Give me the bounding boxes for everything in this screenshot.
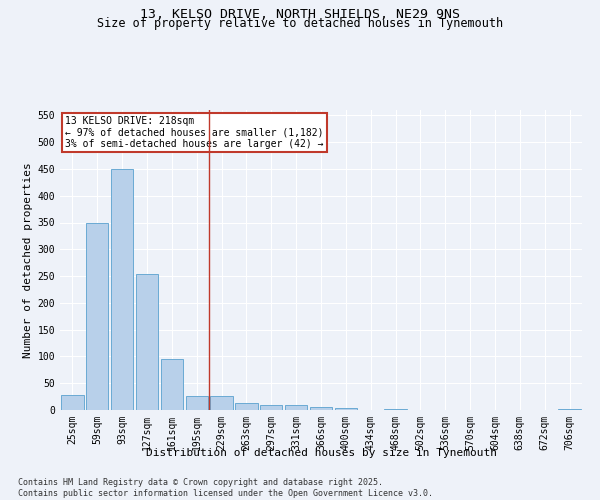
Text: 13, KELSO DRIVE, NORTH SHIELDS, NE29 9NS: 13, KELSO DRIVE, NORTH SHIELDS, NE29 9NS — [140, 8, 460, 20]
Bar — [161, 359, 183, 410]
Bar — [111, 169, 133, 410]
Text: 13 KELSO DRIVE: 218sqm
← 97% of detached houses are smaller (1,182)
3% of semi-d: 13 KELSO DRIVE: 218sqm ← 97% of detached… — [65, 116, 324, 149]
Bar — [211, 396, 233, 410]
Text: Distribution of detached houses by size in Tynemouth: Distribution of detached houses by size … — [146, 448, 497, 458]
Bar — [335, 408, 357, 410]
Text: Contains HM Land Registry data © Crown copyright and database right 2025.
Contai: Contains HM Land Registry data © Crown c… — [18, 478, 433, 498]
Bar — [260, 404, 283, 410]
Bar — [559, 409, 581, 410]
Text: Size of property relative to detached houses in Tynemouth: Size of property relative to detached ho… — [97, 18, 503, 30]
Bar — [86, 222, 109, 410]
Y-axis label: Number of detached properties: Number of detached properties — [23, 162, 34, 358]
Bar — [310, 408, 332, 410]
Bar — [235, 402, 257, 410]
Bar — [185, 396, 208, 410]
Bar — [136, 274, 158, 410]
Bar — [61, 395, 83, 410]
Bar — [285, 405, 307, 410]
